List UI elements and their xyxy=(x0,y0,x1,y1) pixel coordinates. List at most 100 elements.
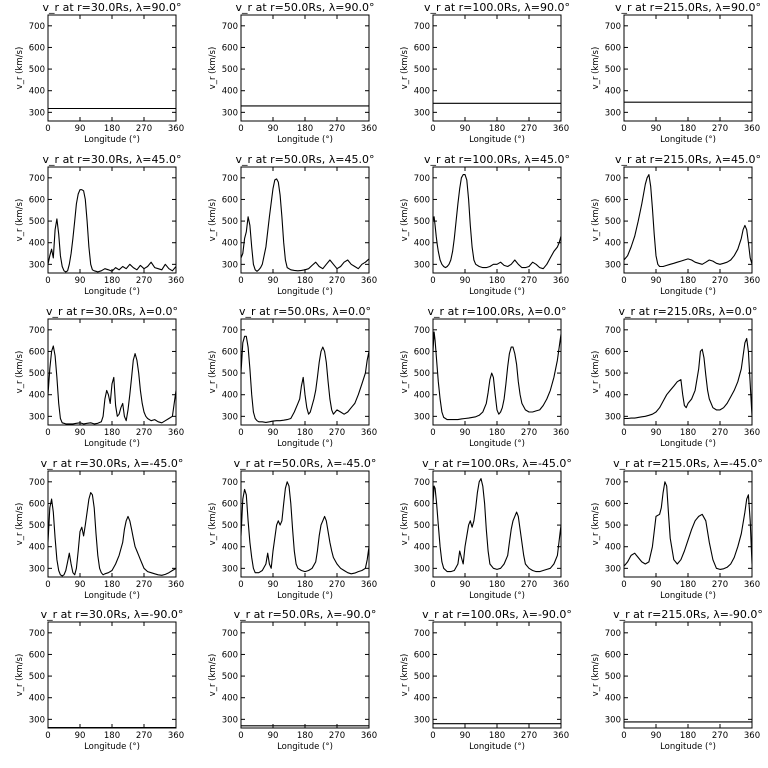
x-tick-label: 270 xyxy=(521,731,537,741)
y-tick-label: 500 xyxy=(29,217,45,227)
panel-title: v_r at r=100.0Rs, λ=45.0° xyxy=(424,153,570,166)
x-tick-label: 90 xyxy=(460,580,471,590)
x-tick-label: 0 xyxy=(430,580,435,590)
y-tick-label: 700 xyxy=(414,22,430,32)
x-axis-label: Longitude (°) xyxy=(84,135,140,145)
y-tick-label: 400 xyxy=(414,543,430,553)
y-tick-label: 700 xyxy=(605,478,621,488)
y-axis-label: v_r (km/s) xyxy=(400,199,410,242)
y-tick-label: 400 xyxy=(29,694,45,704)
x-tick-label: 270 xyxy=(712,276,728,286)
panel-title: v_r at r=100.0Rs, λ=90.0° xyxy=(424,1,570,14)
y-tick-label: 400 xyxy=(29,543,45,553)
x-tick-label: 180 xyxy=(104,580,120,590)
x-tick-label: 0 xyxy=(430,731,435,741)
x-tick-label: 360 xyxy=(553,731,569,741)
panel-13: v_r at r=50.0Rs, λ=-45.0° 0 90 180 270 360 300… xyxy=(208,457,377,601)
y-tick-label: 700 xyxy=(29,629,45,639)
panel-2: v_r at r=100.0Rs, λ=90.0° 0 90 180 270 360 300… xyxy=(400,1,570,145)
x-axis-label: Longitude (°) xyxy=(469,287,525,297)
x-tick-label: 180 xyxy=(489,124,505,134)
x-tick-label: 0 xyxy=(430,124,435,134)
x-tick-label: 0 xyxy=(621,580,626,590)
y-tick-label: 400 xyxy=(222,543,238,553)
y-tick-label: 600 xyxy=(414,347,430,357)
y-tick-label: 700 xyxy=(222,174,238,184)
y-tick-label: 300 xyxy=(29,564,45,574)
plot-frame xyxy=(47,621,177,729)
y-tick-label: 300 xyxy=(605,412,621,422)
y-tick-label: 600 xyxy=(29,195,45,205)
y-tick-label: 500 xyxy=(605,217,621,227)
y-tick-label: 400 xyxy=(29,239,45,249)
x-axis-label: Longitude (°) xyxy=(469,439,525,449)
x-tick-label: 90 xyxy=(268,276,279,286)
series-line xyxy=(48,189,176,273)
panel-7: v_r at r=215.0Rs, λ=45.0° 0 90 180 270 360 300… xyxy=(591,153,761,297)
panel-11: v_r at r=215.0Rs, λ=0.0° 0 90 180 270 360 300 4… xyxy=(591,305,760,449)
x-axis-label: Longitude (°) xyxy=(84,287,140,297)
y-axis-label: v_r (km/s) xyxy=(208,47,218,90)
x-tick-label: 270 xyxy=(712,124,728,134)
panel-9: v_r at r=50.0Rs, λ=0.0° 0 90 180 270 360 300 40… xyxy=(208,305,377,449)
y-tick-label: 600 xyxy=(222,499,238,509)
y-tick-label: 500 xyxy=(29,672,45,682)
y-tick-label: 700 xyxy=(605,174,621,184)
y-tick-label: 300 xyxy=(222,260,238,270)
x-axis-label: Longitude (°) xyxy=(660,135,716,145)
x-tick-label: 0 xyxy=(621,124,626,134)
y-tick-label: 700 xyxy=(29,478,45,488)
y-axis-label: v_r (km/s) xyxy=(208,351,218,394)
y-tick-label: 600 xyxy=(605,43,621,53)
panel-title: v_r at r=30.0Rs, λ=0.0° xyxy=(46,305,178,318)
y-tick-label: 500 xyxy=(605,672,621,682)
x-tick-label: 360 xyxy=(553,124,569,134)
y-tick-label: 700 xyxy=(222,22,238,32)
y-axis-label: v_r (km/s) xyxy=(15,351,25,394)
series-line xyxy=(624,337,752,420)
y-tick-label: 300 xyxy=(605,715,621,725)
y-tick-label: 500 xyxy=(414,672,430,682)
x-tick-label: 0 xyxy=(238,276,243,286)
y-tick-label: 300 xyxy=(29,715,45,725)
x-tick-label: 270 xyxy=(136,731,152,741)
x-tick-label: 90 xyxy=(460,276,471,286)
x-tick-label: 90 xyxy=(75,580,86,590)
plot-frame xyxy=(432,166,562,274)
y-tick-label: 700 xyxy=(605,629,621,639)
x-tick-label: 180 xyxy=(104,276,120,286)
series-line xyxy=(624,174,752,268)
panel-title: v_r at r=215.0Rs, λ=-90.0° xyxy=(613,608,763,621)
x-tick-label: 360 xyxy=(744,276,760,286)
x-tick-label: 180 xyxy=(104,428,120,438)
y-tick-label: 400 xyxy=(222,87,238,97)
y-tick-label: 300 xyxy=(222,412,238,422)
x-tick-label: 360 xyxy=(361,580,377,590)
y-tick-label: 300 xyxy=(605,260,621,270)
x-axis-label: Longitude (°) xyxy=(660,742,716,752)
x-tick-label: 270 xyxy=(329,580,345,590)
x-tick-label: 180 xyxy=(297,428,313,438)
y-tick-label: 600 xyxy=(414,650,430,660)
panel-16: v_r at r=30.0Rs, λ=-90.0° 0 90 180 270 360 300… xyxy=(15,608,184,752)
y-tick-label: 700 xyxy=(29,22,45,32)
x-tick-label: 90 xyxy=(651,428,662,438)
x-axis-label: Longitude (°) xyxy=(84,742,140,752)
series-line xyxy=(241,481,369,575)
x-tick-label: 360 xyxy=(361,428,377,438)
x-tick-label: 90 xyxy=(651,124,662,134)
y-axis-label: v_r (km/s) xyxy=(15,654,25,697)
x-tick-label: 90 xyxy=(268,124,279,134)
x-tick-label: 0 xyxy=(238,124,243,134)
x-tick-label: 360 xyxy=(168,276,184,286)
y-tick-label: 700 xyxy=(605,22,621,32)
series-line xyxy=(48,492,176,577)
x-tick-label: 0 xyxy=(621,428,626,438)
y-tick-label: 300 xyxy=(222,715,238,725)
panel-title: v_r at r=215.0Rs, λ=45.0° xyxy=(615,153,761,166)
x-axis-label: Longitude (°) xyxy=(84,591,140,601)
x-tick-label: 0 xyxy=(45,276,50,286)
y-tick-label: 700 xyxy=(414,629,430,639)
y-tick-label: 500 xyxy=(29,521,45,531)
